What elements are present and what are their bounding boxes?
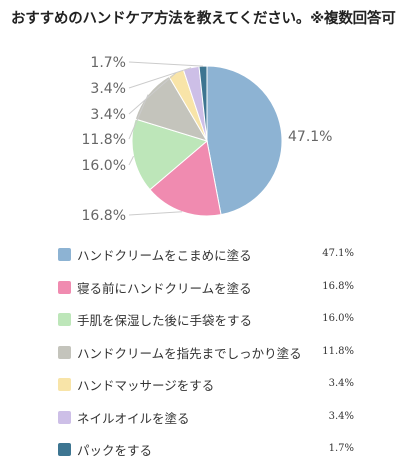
pie-value-label: 3.4% [90,107,126,123]
pie-value-label: 3.4% [90,81,126,97]
pie-slice [206,65,283,216]
legend-swatch [58,313,71,326]
legend-value: 16.8% [322,280,354,292]
legend-swatch [58,345,71,359]
legend-item: 手肌を保湿した後に手袋をする 16.0% [58,307,358,340]
legend-item: 寝る前にハンドクリームを塗る 16.8% [58,275,358,308]
pie-slice [131,118,209,191]
pie-leader-line [128,67,192,89]
legend-value: 3.4% [328,410,354,422]
pie-value-label: 47.1% [288,129,332,145]
pie-value-label: 1.7% [90,55,126,71]
legend-item: ネイルオイルを塗る 3.4% [58,405,358,438]
chart-title: おすすめのハンドケア方法を教えてください。※複数回答可 [11,11,396,27]
legend-swatch [58,280,71,294]
legend-value: 47.1% [322,248,354,259]
legend-value: 1.7% [328,443,354,454]
legend-value: 3.4% [328,378,354,389]
pie-leader-line [128,94,149,140]
legend-label: ネイルオイルを塗る [77,410,190,426]
pie-leader-lines [128,61,204,216]
legend-label: ハンドマッサージをする [77,378,215,393]
legend-swatch [58,410,71,424]
pie-leader-line [128,155,134,166]
pie-leader-line [128,211,183,216]
pie-labels: 47.1% 16.8% 16.0% 11.8% 3.4% 3.4% 1.7% [82,55,333,224]
pie-value-label: 16.0% [82,158,126,174]
legend-value: 11.8% [322,345,354,357]
pie-slice [149,140,222,217]
pie-value-label: 16.8% [82,208,126,224]
legend-label: 寝る前にハンドクリームを塗る [77,280,252,296]
legend-swatch [58,443,71,456]
legend-swatch [58,248,71,261]
legend-item: ハンドマッサージをする 3.4% [58,372,358,405]
legend-item: ハンドクリームをこまめに塗る 47.1% [58,242,358,275]
legend-value: 16.0% [322,313,354,324]
legend-item: ハンドクリームを指先までしっかり塗る 11.8% [58,340,358,373]
pie-value-label: 11.8% [82,132,126,148]
legend-label: ハンドクリームを指先までしっかり塗る [77,345,302,361]
pie-chart: 47.1% 16.8% 16.0% 11.8% 3.4% 3.4% 1.7% [82,55,333,224]
legend-swatch [58,378,71,391]
pie-leader-line [128,72,177,115]
legend-label: パックをする [77,443,153,458]
legend-label: ハンドクリームをこまめに塗る [77,248,252,263]
pie-leader-line [128,61,204,67]
pie-slices [131,65,283,217]
legend-item: パックをする 1.7% [58,437,358,470]
legend-label: 手肌を保湿した後に手袋をする [77,313,253,328]
chart-legend: ハンドクリームをこまめに塗る 47.1% 寝る前にハンドクリームを塗る 16.8% 手肌… [58,242,358,470]
